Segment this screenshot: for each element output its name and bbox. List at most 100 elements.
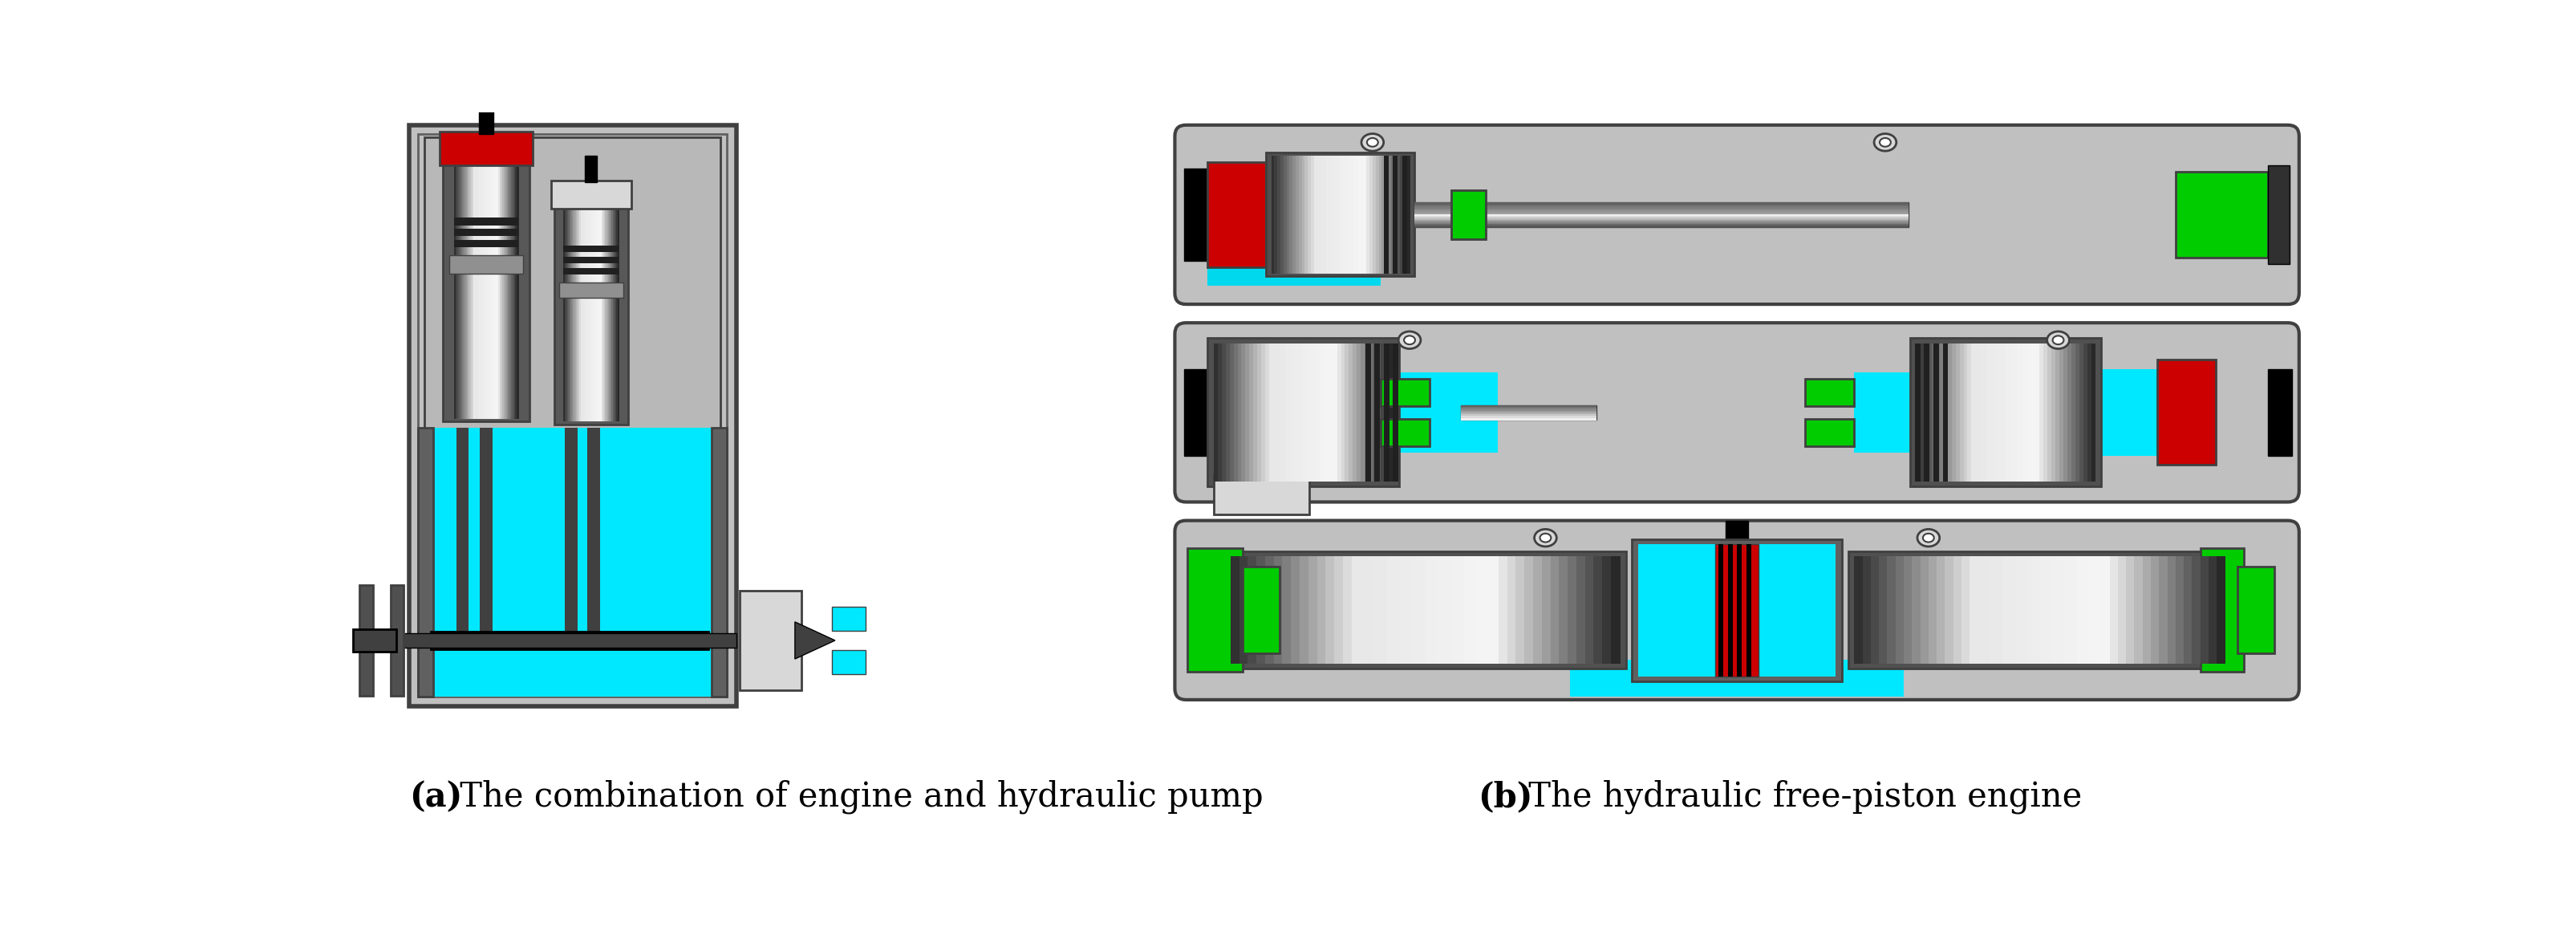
Bar	[1373, 343, 1378, 482]
Bar	[1368, 156, 1373, 273]
Bar	[1870, 557, 1878, 664]
Bar	[1461, 414, 1597, 417]
Bar	[1463, 557, 1476, 664]
Bar	[1386, 557, 1399, 664]
Bar	[1208, 258, 1381, 285]
Bar	[1999, 343, 2004, 482]
Bar	[1461, 410, 1597, 413]
Bar	[832, 650, 866, 674]
Text: The combination of engine and hydraulic pump: The combination of engine and hydraulic …	[448, 780, 1262, 814]
Bar	[1278, 343, 1285, 482]
Bar	[1316, 156, 1321, 273]
Bar	[482, 141, 484, 419]
Bar	[1569, 659, 1904, 697]
Bar	[587, 428, 600, 635]
Bar	[1461, 405, 1597, 420]
Bar	[2089, 557, 2102, 664]
Ellipse shape	[1533, 530, 1556, 546]
Bar	[554, 184, 629, 424]
Bar	[1365, 156, 1370, 273]
Bar	[358, 585, 374, 696]
Bar	[1381, 343, 1386, 482]
Bar	[2267, 369, 2290, 455]
Bar	[1855, 557, 1862, 664]
Bar	[1283, 156, 1285, 273]
Bar	[1437, 557, 1450, 664]
Bar	[1383, 343, 1388, 482]
Bar	[1855, 372, 1953, 453]
Bar	[1340, 156, 1345, 273]
Bar	[1414, 216, 1909, 217]
Bar	[1878, 557, 1888, 664]
Bar	[2002, 557, 2014, 664]
Bar	[1958, 343, 1963, 482]
Bar	[559, 283, 623, 298]
Bar	[1414, 217, 1909, 220]
Bar	[479, 141, 482, 419]
Bar	[440, 131, 533, 165]
Ellipse shape	[1404, 336, 1414, 345]
Bar	[1185, 168, 1208, 261]
Bar	[430, 632, 708, 649]
Bar	[353, 629, 397, 652]
Bar	[1971, 343, 1976, 482]
Bar	[487, 141, 489, 419]
Bar	[1316, 557, 1327, 664]
Bar	[1566, 557, 1577, 664]
Bar	[1886, 557, 1896, 664]
Bar	[1940, 343, 1945, 482]
Bar	[1461, 405, 1597, 408]
Bar	[1414, 219, 1909, 221]
Bar	[1461, 418, 1597, 421]
Bar	[1273, 343, 1280, 482]
Bar	[1592, 557, 1602, 664]
Bar	[453, 218, 518, 225]
Bar	[1414, 219, 1909, 222]
Bar	[2102, 557, 2110, 664]
Bar	[1978, 557, 1991, 664]
Bar	[1350, 557, 1360, 664]
Bar	[484, 141, 487, 419]
Bar	[417, 134, 726, 697]
Bar	[2208, 557, 2218, 664]
Bar	[1914, 343, 1919, 482]
Bar	[1257, 557, 1265, 664]
Bar	[1285, 156, 1291, 273]
Bar	[1314, 156, 1316, 273]
Bar	[2076, 557, 2089, 664]
Bar	[453, 229, 518, 237]
Bar	[1347, 156, 1352, 273]
Ellipse shape	[1878, 138, 1891, 146]
Bar	[711, 428, 726, 697]
Bar	[1213, 343, 1218, 482]
Bar	[1188, 548, 1242, 672]
Bar	[1368, 343, 1373, 482]
Bar	[1291, 343, 1296, 482]
Bar	[1373, 557, 1386, 664]
Bar	[1927, 557, 1937, 664]
Bar	[1381, 156, 1386, 273]
Bar	[1414, 221, 1909, 223]
Bar	[832, 607, 866, 631]
Bar	[1726, 520, 1747, 561]
Ellipse shape	[1873, 133, 1896, 151]
Bar	[1399, 372, 1497, 453]
Bar	[2050, 343, 2056, 482]
Bar	[2017, 343, 2022, 482]
Bar	[1989, 557, 2002, 664]
Bar	[1383, 343, 1388, 482]
Bar	[2166, 557, 2177, 664]
Bar	[1932, 343, 1937, 482]
Bar	[1324, 557, 1334, 664]
Bar	[2027, 557, 2040, 664]
Bar	[2182, 557, 2192, 664]
Bar	[1412, 557, 1425, 664]
Bar	[1414, 223, 1909, 225]
Bar	[1963, 343, 1968, 482]
Bar	[551, 180, 631, 208]
Bar	[1265, 175, 1378, 254]
Bar	[1242, 343, 1247, 482]
Text: (a): (a)	[410, 780, 461, 814]
Bar	[1414, 212, 1909, 215]
Ellipse shape	[2045, 331, 2069, 348]
